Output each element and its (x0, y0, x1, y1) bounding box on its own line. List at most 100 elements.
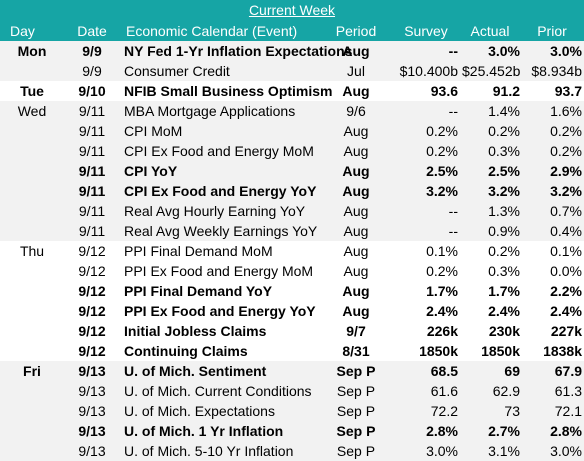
table-row: 9/12 Initial Jobless Claims 9/7 226k 230k 227… (0, 321, 584, 341)
cell-prior: 3.2% (550, 183, 582, 199)
table-row: 9/11 Real Avg Weekly Earnings YoY Aug -- 0.9… (0, 221, 584, 241)
cell-prior: 72.1 (554, 403, 582, 419)
header-actual: Actual (470, 23, 510, 39)
cell-event: Real Avg Weekly Earnings YoY (124, 223, 318, 239)
cell-day: Wed (17, 103, 47, 119)
cell-actual: 1.7% (488, 283, 520, 299)
cell-survey: 3.0% (426, 443, 458, 459)
cell-prior: 0.1% (550, 243, 582, 259)
cell-survey: -- (448, 203, 458, 219)
cell-date: 9/11 (78, 123, 106, 139)
cell-survey: 93.6 (430, 83, 458, 99)
cell-period: Sep P (336, 443, 376, 459)
cell-survey: -- (448, 43, 458, 59)
cell-period: Sep P (336, 363, 376, 379)
cell-survey: 2.4% (426, 303, 458, 319)
table-row: 9/11 Real Avg Hourly Earning YoY Aug -- 1.3%… (0, 201, 584, 221)
table-row: 9/11 CPI Ex Food and Energy YoY Aug 3.2% 3.2… (0, 181, 584, 201)
cell-event: Consumer Credit (124, 63, 230, 79)
cell-actual: 0.2% (488, 243, 520, 259)
cell-period: Jul (347, 63, 365, 79)
cell-survey: -- (448, 103, 458, 119)
cell-actual: 1850k (481, 343, 520, 359)
cell-date: 9/9 (82, 63, 102, 79)
table-row: Mon 9/9 NY Fed 1-Yr Inflation Expectations… (0, 41, 584, 61)
cell-prior: 0.7% (550, 203, 582, 219)
table-row: 9/9 Consumer Credit Jul $10.400b $25.452b $8.… (0, 61, 584, 81)
cell-date: 9/11 (78, 143, 106, 159)
cell-event: Continuing Claims (124, 343, 248, 359)
cell-period: Sep P (336, 403, 376, 419)
cell-period: Aug (343, 223, 369, 239)
cell-date: 9/12 (78, 283, 106, 299)
cell-event: PPI Final Demand MoM (124, 243, 273, 259)
table-row: Tue 9/10 NFIB Small Business Optimism Aug 93… (0, 81, 584, 101)
cell-survey: 0.2% (426, 123, 458, 139)
cell-period: Aug (343, 143, 369, 159)
table-row: Wed 9/11 MBA Mortgage Applications 9/6 -- 1.4… (0, 101, 584, 121)
cell-period: Aug (343, 263, 369, 279)
cell-event: Initial Jobless Claims (124, 323, 267, 339)
cell-day: Thu (19, 243, 45, 259)
cell-date: 9/13 (78, 423, 106, 439)
cell-date: 9/13 (78, 383, 106, 399)
cell-event: CPI YoY (124, 163, 178, 179)
table-row: 9/11 CPI Ex Food and Energy MoM Aug 0.2% 0.3… (0, 141, 584, 161)
cell-period: 9/7 (346, 323, 366, 339)
cell-date: 9/11 (78, 183, 106, 199)
cell-date: 9/13 (78, 363, 106, 379)
cell-prior: 0.2% (550, 123, 582, 139)
cell-prior: $8.934b (531, 63, 582, 79)
table-body: Mon 9/9 NY Fed 1-Yr Inflation Expectations… (0, 41, 584, 461)
cell-actual: 0.9% (488, 223, 520, 239)
cell-date: 9/13 (78, 443, 106, 459)
cell-survey: 1850k (419, 343, 458, 359)
cell-date: 9/11 (78, 103, 106, 119)
cell-actual: 2.4% (488, 303, 520, 319)
cell-prior: 93.7 (554, 83, 582, 99)
cell-event: PPI Final Demand YoY (124, 283, 273, 299)
cell-date: 9/10 (78, 83, 106, 99)
title-bar: Current Week (0, 0, 584, 21)
cell-actual: $25.452b (462, 63, 521, 79)
cell-actual: 0.2% (488, 123, 520, 139)
cell-prior: 0.2% (550, 143, 582, 159)
cell-actual: 69 (504, 363, 520, 379)
cell-actual: 91.2 (492, 83, 520, 99)
cell-event: U. of Mich. Sentiment (124, 363, 267, 379)
cell-survey: 0.2% (426, 143, 458, 159)
table-row: 9/13 U. of Mich. 1 Yr Inflation Sep P 2.8% 2… (0, 421, 584, 441)
cell-prior: 227k (550, 323, 582, 339)
cell-survey: 226k (426, 323, 458, 339)
cell-actual: 73 (504, 403, 520, 419)
cell-event: U. of Mich. Current Conditions (124, 383, 312, 399)
cell-date: 9/12 (78, 263, 106, 279)
cell-actual: 0.3% (488, 143, 520, 159)
cell-event: PPI Ex Food and Energy YoY (124, 303, 316, 319)
cell-period: Aug (342, 43, 370, 59)
cell-prior: 0.4% (550, 223, 582, 239)
cell-date: 9/11 (78, 163, 106, 179)
header-survey: Survey (404, 23, 448, 39)
cell-actual: 0.3% (488, 263, 520, 279)
cell-period: 9/6 (346, 103, 366, 119)
cell-survey: 2.5% (426, 163, 458, 179)
cell-date: 9/12 (78, 343, 106, 359)
cell-prior: 61.3 (554, 383, 582, 399)
cell-prior: 2.8% (550, 423, 582, 439)
cell-prior: 1838k (543, 343, 582, 359)
cell-survey: $10.400b (399, 63, 458, 79)
table-row: 9/11 CPI MoM Aug 0.2% 0.2% 0.2% (0, 121, 584, 141)
cell-period: Sep P (336, 383, 376, 399)
cell-period: Aug (342, 163, 370, 179)
cell-actual: 3.0% (488, 43, 520, 59)
header-prior: Prior (537, 23, 567, 39)
cell-event: U. of Mich. 5-10 Yr Inflation (124, 443, 294, 459)
cell-date: 9/9 (82, 43, 102, 59)
cell-period: Aug (342, 83, 370, 99)
table-row: Thu 9/12 PPI Final Demand MoM Aug 0.1% 0.2% 0.… (0, 241, 584, 261)
table-title[interactable]: Current Week (248, 2, 336, 18)
table-row: 9/12 PPI Ex Food and Energy MoM Aug 0.2% 0.3… (0, 261, 584, 281)
table-row: 9/13 U. of Mich. Current Conditions Sep P 6… (0, 381, 584, 401)
